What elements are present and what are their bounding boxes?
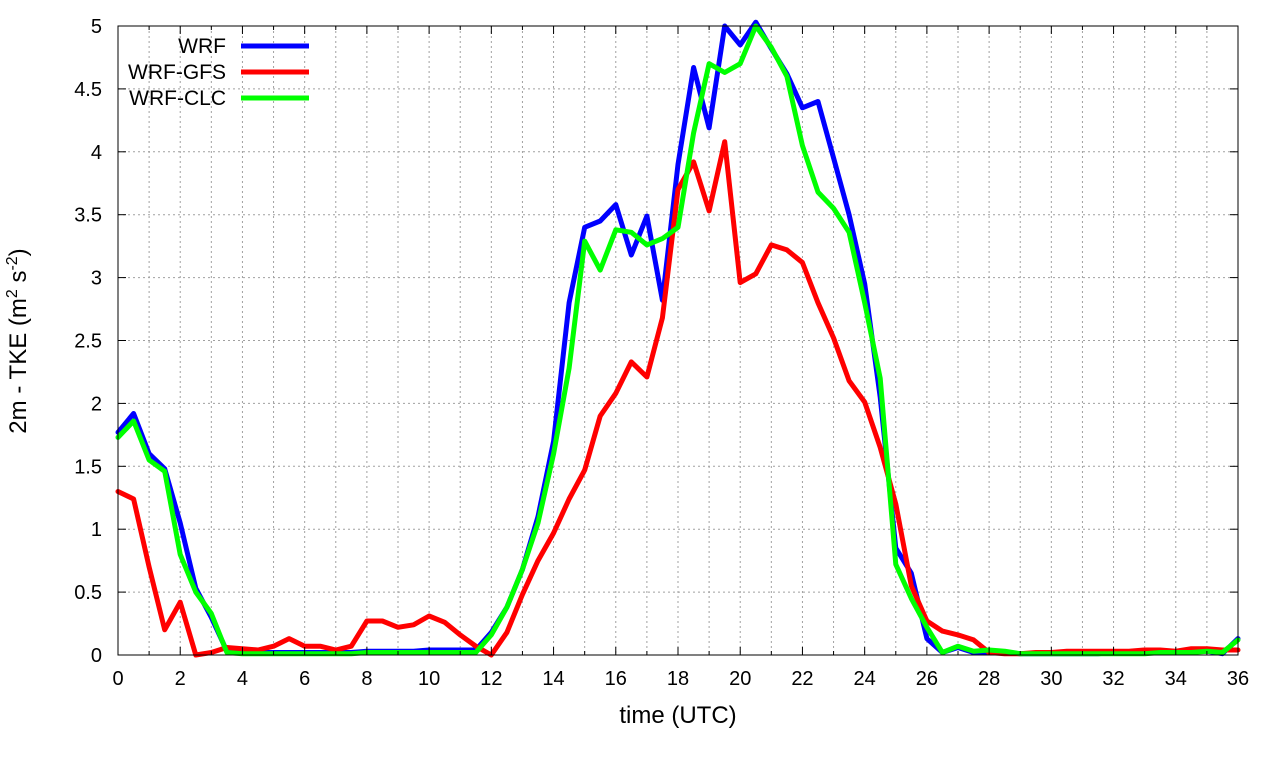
y-axis-title-suffix: ) [5,248,32,256]
legend: WRF WRF-GFS WRF-CLC [128,35,309,110]
x-tick-label: 22 [791,668,813,690]
y-tick-label: 1 [91,519,102,541]
axis-ticks [117,25,1239,656]
x-tick-label: 6 [299,668,310,690]
x-tick-label: 28 [978,668,1000,690]
x-tick-label: 8 [361,668,372,690]
x-tick-label: 20 [729,668,751,690]
y-axis-title-sup2: -2 [4,256,21,270]
y-axis-title: 2m - TKE (m2 s-2) [4,248,32,433]
x-tick-label: 24 [854,668,876,690]
y-tick-label: 4 [91,142,102,164]
y-axis-title-sup1: 2 [4,289,21,298]
x-tick-label: 26 [916,668,938,690]
x-tick-label: 32 [1102,668,1124,690]
x-tick-label: 16 [605,668,627,690]
y-axis-title-prefix: 2m - TKE (m [5,298,32,434]
x-tick-label: 34 [1165,668,1187,690]
y-tick-label: 0 [91,645,102,667]
y-tick-label: 1.5 [74,456,102,478]
y-tick-label: 4.5 [74,79,102,101]
x-tick-label: 10 [418,668,440,690]
y-tick-label: 3.5 [74,205,102,227]
x-tick-label: 4 [237,668,248,690]
y-axis-title-mid: s [5,271,32,290]
y-tick-label: 0.5 [74,582,102,604]
x-tick-label: 0 [112,668,123,690]
x-tick-label: 2 [175,668,186,690]
legend-label-wrf-clc: WRF-CLC [129,87,226,110]
x-tick-labels: 0 2 4 6 8 10 12 14 16 18 20 22 24 26 28 30 32 34 36 [112,668,1249,690]
y-tick-label: 2.5 [74,331,102,353]
legend-label-wrf: WRF [178,35,226,58]
legend-label-wrf-gfs: WRF-GFS [128,61,226,84]
y-tick-label: 5 [91,16,102,38]
x-tick-label: 18 [667,668,689,690]
y-tick-label: 2 [91,393,102,415]
series-line-wrf-clc [115,23,1241,657]
x-tick-label: 36 [1227,668,1249,690]
y-tick-label: 3 [91,268,102,290]
x-axis-title: time (UTC) [619,702,736,729]
x-tick-label: 30 [1040,668,1062,690]
y-tick-labels: 0 0.5 1 1.5 2 2.5 3 3.5 4 4.5 5 [74,16,102,667]
x-tick-label: 12 [480,668,502,690]
grid [118,26,1238,655]
x-tick-label: 14 [542,668,564,690]
